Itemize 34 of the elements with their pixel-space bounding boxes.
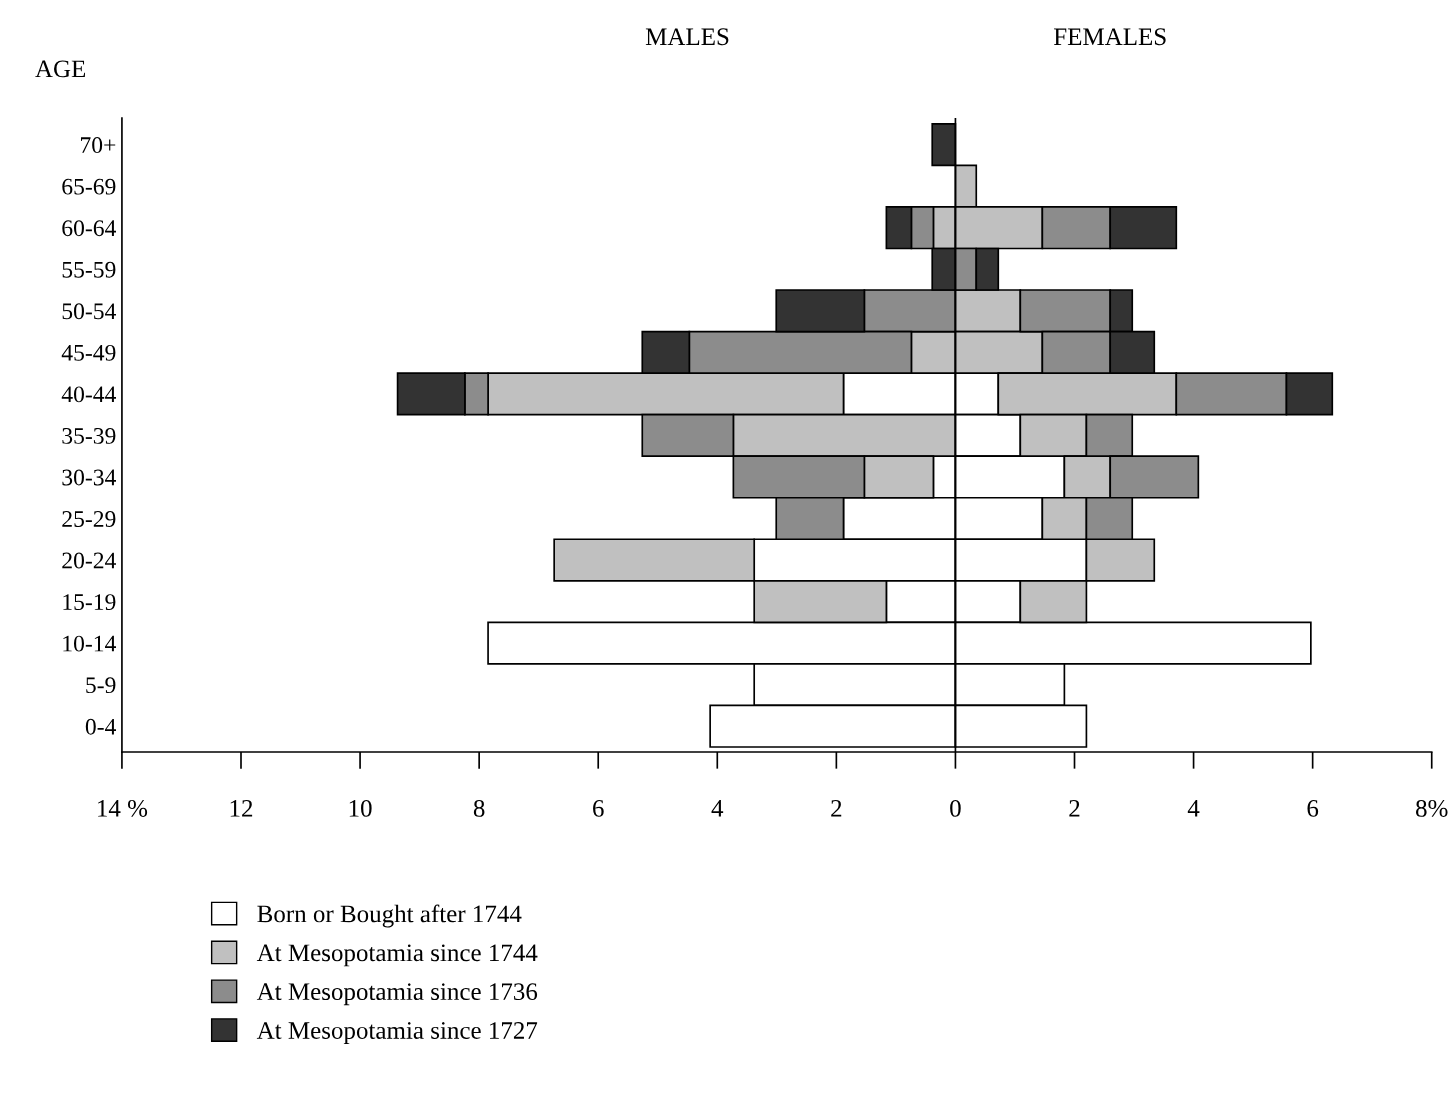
y-tick-label: 55-59 (62, 261, 116, 278)
x-tick-label: 8 (473, 799, 485, 817)
y-tick-label: 20-24 (62, 552, 117, 569)
text: FEMALES (1054, 28, 1166, 46)
x-tick-label: 14 % (98, 799, 148, 817)
y-tick-label: 5-9 (86, 677, 116, 694)
x-tick-label: 10 (349, 799, 372, 817)
y-tick-label: 60-64 (62, 220, 117, 237)
y-tick-label: 10-14 (63, 635, 117, 652)
y-tick-label: 65-69 (62, 178, 116, 195)
legend-label: Born or Bought after 1744 (257, 904, 522, 928)
legend-label: At Mesopotamia since 1736 (256, 983, 538, 1006)
y-tick-label: 35-39 (62, 427, 116, 444)
x-tick-label: 0 (950, 799, 961, 817)
y-tick-label: 0-4 (85, 718, 117, 735)
x-tick-label: 8% (1416, 799, 1448, 817)
x-tick-label: 2 (1069, 800, 1080, 817)
y-tick-label: 15-19 (63, 594, 116, 611)
y-tick-label: 25-29 (62, 511, 116, 527)
legend-label: At Mesopotamia since 1727 (256, 1022, 538, 1044)
x-tick-label: 12 (230, 800, 253, 817)
x-tick-label: 6 (593, 800, 604, 817)
y-tick-label: 30-34 (62, 469, 117, 486)
text: MALES (645, 28, 729, 46)
x-tick-label: 4 (711, 800, 724, 817)
x-tick-label: 4 (1187, 800, 1200, 817)
legend-label: At Mesopotamia since 1744 (256, 944, 538, 967)
x-tick-label: 2 (831, 800, 842, 817)
y-axis-title: AGE (35, 60, 86, 78)
y-tick-label: 40-44 (61, 386, 117, 403)
x-tick-label: 6 (1307, 800, 1319, 817)
y-tick-label: 50-54 (62, 303, 117, 320)
y-tick-label: 70+ (81, 137, 116, 154)
y-tick-label: 45-49 (61, 344, 116, 361)
